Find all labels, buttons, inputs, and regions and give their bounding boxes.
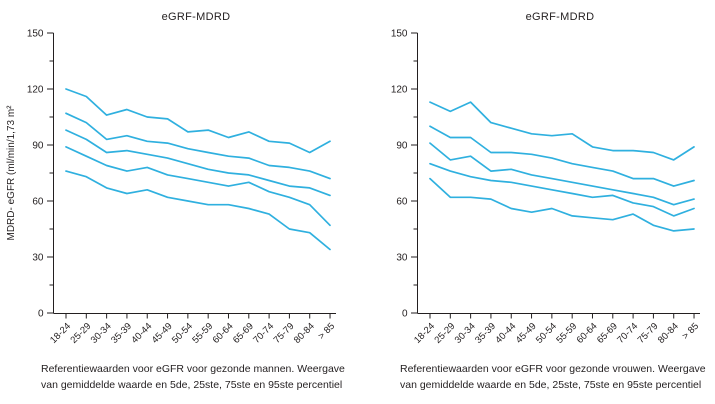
series-line-75ste-percentiel	[429, 125, 695, 187]
x-tick-label: 80-84	[292, 321, 317, 346]
x-tick-label: 60-64	[211, 321, 236, 346]
x-tick-label: 60-64	[575, 321, 600, 346]
series-line-25ste-percentiel	[65, 146, 331, 227]
series-line-95ste-percentiel	[429, 101, 695, 161]
x-tick-label: 80-84	[656, 321, 681, 346]
chart-title: eGRF-MDRD	[526, 11, 595, 23]
egfr-reference-figure: eGRF-MDRD 0 30 60 90 120 150 MDRD- eGFR (ml/min…	[0, 2, 715, 394]
x-tick-label: 25-29	[432, 321, 457, 346]
y-tick-label: 30	[32, 253, 44, 264]
x-tick-label: 30-34	[453, 321, 478, 346]
x-tick-label: 45-49	[150, 321, 175, 346]
chart-men: eGRF-MDRD 0 30 60 90 120 150 MDRD- eGFR (ml/min…	[0, 2, 357, 394]
x-tick-label: 30-34	[89, 321, 114, 346]
series-line-25ste-percentiel	[429, 162, 695, 217]
caption-line: van gemiddelde waarde en 5de, 25ste, 75s…	[41, 378, 343, 391]
x-tick-label: 45-49	[514, 321, 539, 346]
x-tick-label: 55-59	[190, 321, 215, 346]
series-line-75ste-percentiel	[65, 112, 331, 180]
x-tick-label: 75-79	[636, 321, 661, 346]
chart-title: eGRF-MDRD	[162, 11, 231, 23]
x-tick-label: 18-24	[48, 321, 73, 346]
series-line-95ste-percentiel	[65, 88, 331, 154]
chart-caption-women: Referentiewaarden voor eGFR voor gezonde…	[400, 362, 715, 394]
x-tick-label: 50-54	[170, 321, 195, 346]
y-tick-label: 150	[27, 29, 44, 40]
x-tick-label: > 85	[680, 321, 701, 342]
y-tick-label: 30	[396, 253, 408, 264]
x-tick-label: 50-54	[534, 321, 559, 346]
x-tick-label: 25-29	[68, 321, 93, 346]
x-tick-label: 70-74	[615, 321, 640, 346]
y-tick-label: 90	[396, 141, 408, 152]
y-tick-label: 0	[38, 309, 44, 320]
x-tick-label: 40-44	[493, 321, 518, 346]
caption-line: Referentiewaarden voor eGFR voor gezonde…	[400, 363, 706, 375]
x-tick-label: 35-39	[473, 321, 498, 346]
y-tick-label: 60	[32, 197, 44, 208]
series-line-gemiddelde-waarde	[429, 142, 695, 206]
line-chart-men: eGRF-MDRD 0 30 60 90 120 150 MDRD- eGFR (ml/min…	[6, 11, 337, 346]
series-line-gemiddelde-waarde	[65, 129, 331, 197]
y-tick-label: 0	[402, 309, 408, 320]
x-tick-label: 70-74	[251, 321, 276, 346]
series-line-5de-percentiel	[429, 177, 695, 232]
y-tick-label: 150	[391, 29, 408, 40]
x-tick-label: 75-79	[272, 321, 297, 346]
caption-line: Referentiewaarden voor eGFR voor gezonde…	[41, 363, 345, 375]
chart-women: eGRF-MDRD 0 30 60 90 120 150 18-24 25-29 30-34 35-…	[357, 2, 715, 394]
x-tick-label: 40-44	[129, 321, 154, 346]
x-tick-label: 55-59	[554, 321, 579, 346]
y-tick-label: 60	[396, 197, 408, 208]
line-chart-women: eGRF-MDRD 0 30 60 90 120 150 18-2425-2930-3435-…	[391, 11, 701, 346]
x-tick-label: > 85	[316, 321, 337, 342]
y-tick-label: 120	[391, 85, 408, 96]
y-tick-label: 90	[32, 141, 44, 152]
x-tick-label: 65-69	[595, 321, 620, 346]
chart-caption-men: Referentiewaarden voor eGFR voor gezonde…	[41, 362, 357, 394]
x-tick-label: 65-69	[231, 321, 256, 346]
x-tick-label: 35-39	[109, 321, 134, 346]
caption-line: van gemiddelde waarde en 5de, 25ste, 75s…	[400, 378, 702, 391]
x-tick-label: 18-24	[412, 321, 437, 346]
series-line-5de-percentiel	[65, 170, 331, 251]
y-tick-label: 120	[27, 85, 44, 96]
y-axis-label: MDRD- eGFR (ml/min/1,73 m²	[6, 105, 17, 241]
